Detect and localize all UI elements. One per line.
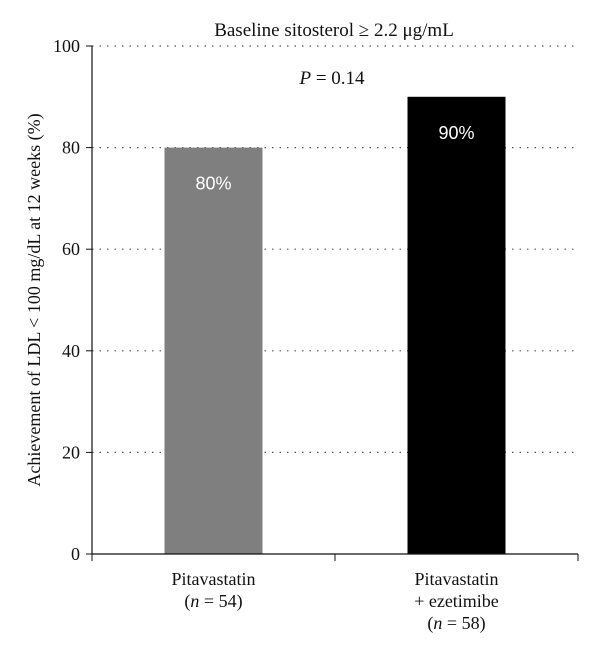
bar-0 xyxy=(164,147,263,554)
y-tick-label: 40 xyxy=(62,341,80,361)
bar-1 xyxy=(407,96,506,555)
y-tick-label: 60 xyxy=(62,239,80,259)
x-category-label-line: + ezetimibe xyxy=(414,591,499,611)
x-category-label: Pitavastatin (n = 54) xyxy=(104,568,324,612)
bars: 80% 90% xyxy=(164,96,506,555)
p-value-annotation: P = 0.14 xyxy=(298,68,365,89)
bar-value-label: 80% xyxy=(195,174,231,194)
x-category-label-line: (n = 54) xyxy=(184,591,243,611)
x-category-label-line: (n = 58) xyxy=(427,613,486,633)
y-tick-label: 80 xyxy=(62,138,80,158)
x-category-label: Pitavastatin + ezetimibe (n = 58) xyxy=(347,568,567,634)
y-tick-label: 0 xyxy=(71,544,80,564)
chart-title: Baseline sitosterol ≥ 2.2 μg/mL xyxy=(214,20,454,41)
bar-value-label: 90% xyxy=(438,123,474,143)
x-category-label-line: Pitavastatin xyxy=(171,569,256,589)
axes: 0 20 40 60 80 100 xyxy=(53,36,579,564)
y-tick-label: 20 xyxy=(62,442,80,462)
y-axis-label: Achievement of LDL < 100 mg/dL at 12 wee… xyxy=(24,113,45,486)
y-tick-label: 100 xyxy=(53,36,80,56)
x-category-label-line: Pitavastatin xyxy=(414,569,499,589)
